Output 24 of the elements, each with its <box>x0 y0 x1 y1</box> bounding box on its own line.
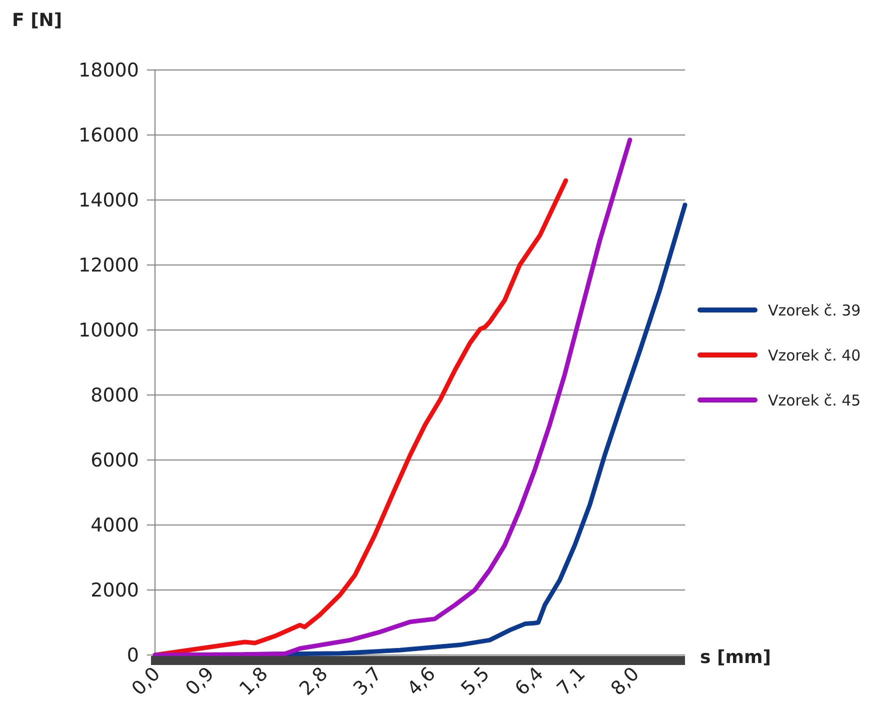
y-tick-label: 10000 <box>78 320 139 342</box>
x-tick-label: 8,0 <box>606 662 644 700</box>
y-tick-label: 2000 <box>90 580 139 602</box>
y-tick-label: 14000 <box>78 190 139 212</box>
x-tick-label: 3,7 <box>349 662 386 700</box>
y-tick-label: 6000 <box>90 450 139 472</box>
x-tick-label: 6,4 <box>510 662 548 700</box>
legend-label: Vzorek č. 40 <box>768 346 861 364</box>
y-tick-label: 8000 <box>90 384 139 407</box>
x-tick-label: 7,1 <box>552 662 590 700</box>
y-tick-label: 12000 <box>78 254 139 277</box>
y-tick-label: 18000 <box>78 60 139 82</box>
x-axis-title: s [mm] <box>700 647 771 668</box>
x-tick-label: 1,8 <box>235 662 272 700</box>
x-tick-label: 2,8 <box>295 662 332 700</box>
x-tick-label: 5,5 <box>456 662 494 700</box>
y-tick-label: 16000 <box>78 124 139 147</box>
y-tick-label: 4000 <box>90 514 139 537</box>
x-tick-label: 4,6 <box>403 662 440 700</box>
line-series <box>152 138 632 658</box>
legend-label: Vzorek č. 45 <box>768 391 861 410</box>
x-tick-label: 0,9 <box>182 662 218 700</box>
legend-label: Vzorek č. 39 <box>768 301 861 320</box>
y-axis-title: F [N] <box>12 10 62 31</box>
